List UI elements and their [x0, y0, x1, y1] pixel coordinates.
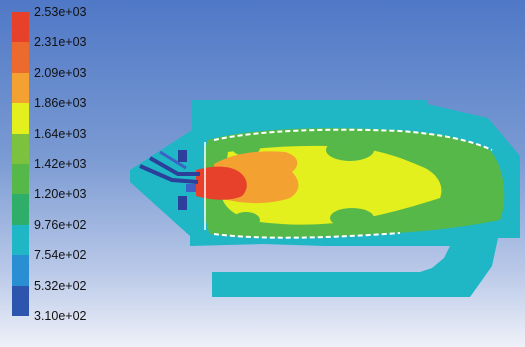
- colorbar-swatch: [12, 72, 29, 104]
- colorbar-tick-label: 1.86e+03: [34, 96, 87, 111]
- liner-wall-top: [213, 128, 493, 151]
- green-island-bottom: [330, 208, 374, 228]
- swirler-block-mid: [186, 184, 196, 192]
- colorbar-swatch: [12, 103, 29, 135]
- colorbar-swatch: [12, 164, 29, 195]
- green-island-left-bottom: [232, 212, 260, 228]
- colorbar-swatch: [12, 285, 29, 317]
- green-island-top: [326, 139, 374, 161]
- colorbar-tick-label: 2.09e+03: [34, 65, 87, 80]
- injector-arm-upper: [149, 156, 200, 176]
- flame-zone-red: [196, 166, 247, 200]
- colorbar-tick-label: 2.31e+03: [34, 35, 87, 50]
- colorbar-swatch: [12, 42, 29, 74]
- colorbar-tick-label: 3.10e+02: [34, 309, 87, 323]
- colorbar-swatch: [12, 12, 29, 43]
- injector-arm-middle: [139, 164, 199, 184]
- swirler-block-top: [178, 150, 187, 162]
- injector-arm-lower: [159, 150, 187, 170]
- colorbar-swatch: [12, 194, 29, 226]
- liner-wall-bottom: [213, 232, 401, 239]
- colorbar-tick-label: 7.54e+02: [34, 248, 87, 263]
- colorbar-swatch: [12, 133, 29, 165]
- swirler-block-bottom: [178, 196, 187, 210]
- colorbar-tick-label: 5.32e+02: [34, 278, 87, 293]
- green-island-left-top: [232, 140, 260, 156]
- colorbar-swatch: [12, 224, 29, 256]
- colorbar-tick-label: 2.53e+03: [34, 5, 87, 19]
- colorbar-legend: 2.53e+03 2.31e+03 2.09e+03 1.86e+03 1.64e+03…: [0, 0, 130, 347]
- colorbar-swatch: [12, 255, 29, 287]
- colorbar-tick-label: 1.20e+03: [34, 187, 87, 202]
- colorbar-tick-label: 1.42e+03: [34, 157, 87, 171]
- colorbar-tick-label: 9.76e+02: [34, 217, 87, 232]
- colorbar-tick-label: 1.64e+03: [34, 126, 87, 141]
